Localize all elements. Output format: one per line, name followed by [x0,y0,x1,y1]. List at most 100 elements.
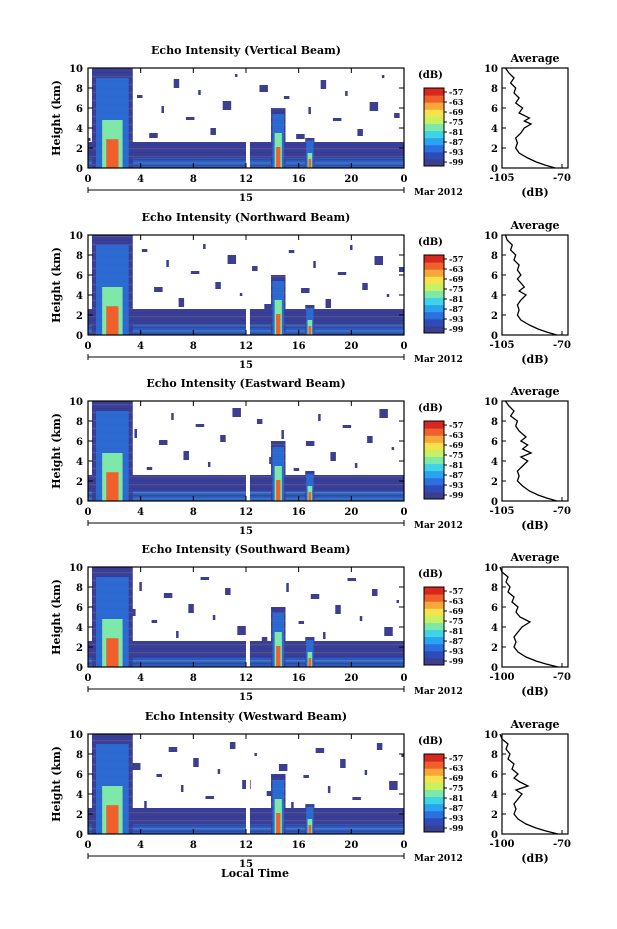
x-tick-label: 12 [239,507,253,518]
profile-y-tick-label: 8 [491,583,498,594]
colorbar-segment [424,442,444,450]
sparse-echo [207,462,211,467]
x-tick-label: 0 [85,174,92,185]
colorbar-segment [424,255,444,263]
colorbar-frame [423,420,445,500]
sparse-echo [291,802,294,811]
y-tick-label: 0 [76,663,83,674]
colorbar-tick-label: -69 [449,440,464,450]
x-tick-label: 20 [344,341,358,352]
profile-y-tick-label: 10 [484,231,498,242]
sparse-echo [318,414,321,421]
date-month: Mar 2012 [414,687,463,697]
sparse-echo [296,134,305,139]
x-tick-label: 4 [137,174,144,185]
profile-frame [501,67,569,169]
data-gap [246,401,250,501]
profile-y-tick-label: 10 [484,730,498,741]
colorbar-segment [424,615,444,623]
profile-y-tick-label: 0 [491,331,498,342]
sparse-echo [220,435,226,442]
panel-title: Echo Intensity (Westward Beam) [145,710,347,723]
colorbar-tick-label: -69 [449,773,464,783]
colorbar-segment [424,477,444,486]
x-tick-label: 0 [85,507,92,518]
date-month: Mar 2012 [414,521,463,531]
y-tick-label: 2 [76,643,83,654]
y-tick-label: 0 [76,497,83,508]
y-tick-label: 6 [76,603,83,614]
profile-x-label: (dB) [521,353,548,366]
sparse-echo [359,616,363,621]
y-tick-label: 6 [76,437,83,448]
date-day: 15 [239,859,253,870]
sparse-echo [330,452,336,461]
colorbar-segment [424,449,444,457]
panel-1: Echo Intensity (Vertical Beam) 0 2 4 6 8 10 Hei… [50,44,571,204]
colorbar-tick-label: -81 [449,294,463,304]
sparse-echo [381,75,385,78]
colorbar-tick-label: -87 [449,137,463,147]
sparse-echo [173,79,180,88]
colorbar-segment [424,109,444,117]
sparse-echo [210,128,216,135]
sparse-echo [337,272,347,275]
colorbar-segment [424,587,444,595]
y-tick-label: 6 [76,770,83,781]
profile-title: Average [509,219,559,232]
colorbar-tick-label: -81 [449,127,463,137]
sparse-echo [364,770,368,775]
echo-field [88,235,404,335]
colorbar-tick-label: -81 [449,626,463,636]
x-tick-label: 0 [401,174,408,185]
x-tick-label: 0 [401,341,408,352]
sparse-echo [158,440,168,445]
date-month: Mar 2012 [414,854,463,864]
colorbar-segment [424,123,444,132]
colorbar-segment [424,601,444,609]
sparse-echo [134,429,137,438]
y-tick-label: 6 [76,104,83,115]
profile-line [504,234,558,336]
rain-event-2-core [276,147,281,168]
sparse-echo [374,256,384,265]
profile-line [504,67,556,169]
sparse-echo [283,96,290,99]
rain-event-3-core [308,825,312,834]
colorbar-tick-label: -57 [449,87,463,97]
sparse-echo [357,129,363,136]
colorbar-segment [424,151,444,160]
sparse-echo [394,113,400,118]
profile-x-tick-label: -100 [489,672,514,683]
rain-event-3-core [308,658,312,667]
sparse-echo [198,90,201,95]
profile-line [504,400,558,502]
sparse-echo [234,74,238,77]
colorbar-tick-label: -81 [449,460,463,470]
profile-y-tick-label: 8 [491,251,498,262]
colorbar-tick-label: -75 [449,117,463,127]
sparse-echo [261,637,268,642]
y-tick-label: 4 [76,291,83,302]
sparse-echo [229,742,236,749]
sparse-echo [389,781,398,790]
profile-frame [501,733,569,835]
colorbar-tick-label: -63 [449,763,464,773]
colorbar-tick-label: -75 [449,284,463,294]
colorbar-unit: (dB) [418,569,443,580]
panel-title: Echo Intensity (Eastward Beam) [146,377,345,390]
colorbar-segment [424,803,444,812]
profile-x-tick-label: -70 [553,839,571,850]
colorbar-tick-label: -87 [449,636,463,646]
x-tick-label: 0 [401,673,408,684]
y-tick-label: 10 [69,563,83,574]
colorbar-segment [424,262,444,270]
sparse-echo [200,577,210,580]
colorbar-tick-label: -63 [449,97,464,107]
profile-x-tick-label: -100 [489,839,514,850]
profile-x-tick-label: -70 [553,672,571,683]
sparse-echo [205,796,214,799]
sparse-echo [308,107,311,114]
colorbar-segment [424,144,444,153]
profile-x-tick-label: -105 [489,506,514,517]
